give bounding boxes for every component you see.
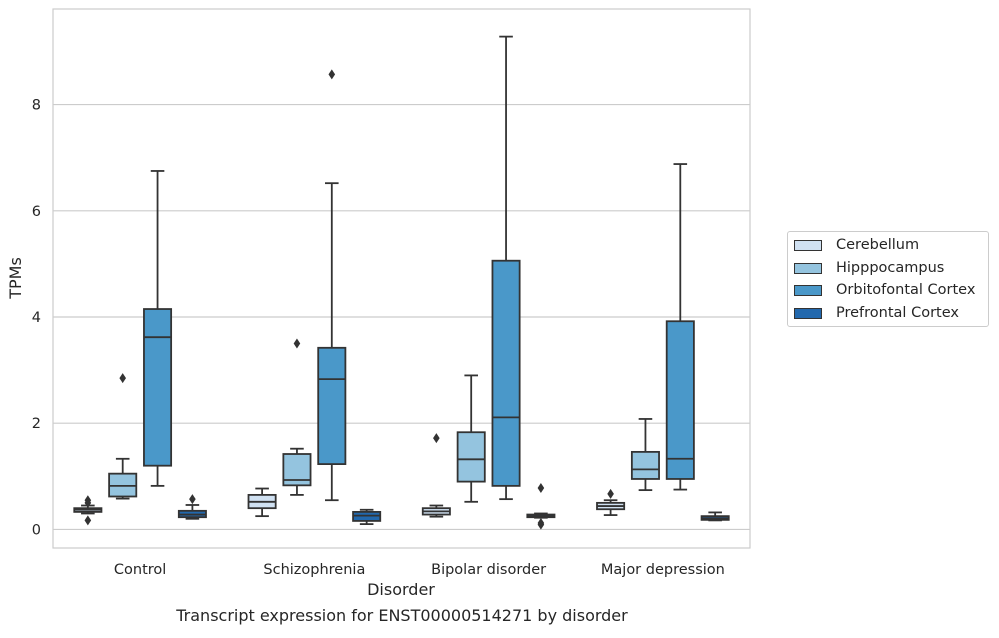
legend: Cerebellum Hipppocampus Orbitofontal Cor… [787,231,989,327]
outlier-point [293,338,301,349]
y-axis-label: TPMs [6,257,25,300]
box-0-1 [247,487,277,518]
legend-swatch-prefrontal [794,307,822,319]
box-1-3 [630,418,660,492]
outlier-point [84,497,92,508]
legend-item-orbitofrontal: Orbitofontal Cortex [794,280,975,300]
box-2-0 [143,170,173,487]
outlier-point [537,482,545,493]
box-3-3 [700,511,730,522]
legend-swatch-cerebellum [794,239,822,251]
box-body [665,320,695,480]
legend-swatch-hippocampus [794,262,822,274]
legend-label-hippocampus: Hipppocampus [836,260,945,276]
box-3-0 [177,494,207,520]
y-tick-label: 6 [32,204,41,220]
box-body [456,431,486,483]
legend-label-cerebellum: Cerebellum [836,237,920,253]
legend-item-hippocampus: Hipppocampus [794,258,944,278]
box-1-2 [456,374,486,503]
y-tick-label: 8 [32,98,41,114]
legend-swatch-orbitofrontal [794,284,822,296]
x-tick-label: Schizophrenia [263,562,365,578]
y-tick-labels: 0 2 4 6 8 [32,98,41,539]
y-tick-label: 4 [32,310,41,326]
legend-item-cerebellum: Cerebellum [794,235,919,255]
x-tick-label: Bipolar disorder [431,562,546,578]
outlier-point [537,519,545,530]
outlier-point [607,488,614,499]
outlier-point [119,373,126,384]
legend-label-prefrontal: Prefrontal Cortex [836,305,959,321]
plot-frame [52,8,751,549]
box-0-2 [421,433,451,518]
chart-title: Transcript expression for ENST0000051427… [176,606,628,625]
legend-item-prefrontal: Prefrontal Cortex [794,303,959,323]
box-2-3 [665,163,695,491]
box-0-0 [73,495,103,526]
y-tick-label: 0 [32,522,41,538]
box-body [143,308,173,467]
box-body [491,259,521,487]
box-2-2 [491,35,521,501]
box-3-1 [352,508,382,526]
y-tick-label: 2 [32,416,41,432]
box-1-0 [108,373,138,500]
box-layer [73,35,730,530]
outlier-point [189,494,196,505]
outlier-point [433,433,440,444]
box-body [630,450,660,480]
box-3-2 [526,482,556,530]
outlier-point [328,69,336,80]
x-tick-labels: Control Schizophrenia Bipolar disorder Majo… [114,562,725,578]
legend-label-orbitofrontal: Orbitofontal Cortex [836,282,976,298]
box-body [317,346,347,465]
x-axis-label: Disorder [367,580,435,599]
box-2-1 [317,69,347,502]
box-0-3 [596,488,626,516]
x-tick-label: Control [114,562,166,578]
outlier-point [84,515,92,526]
x-tick-label: Major depression [601,562,725,578]
box-1-1 [282,338,312,496]
